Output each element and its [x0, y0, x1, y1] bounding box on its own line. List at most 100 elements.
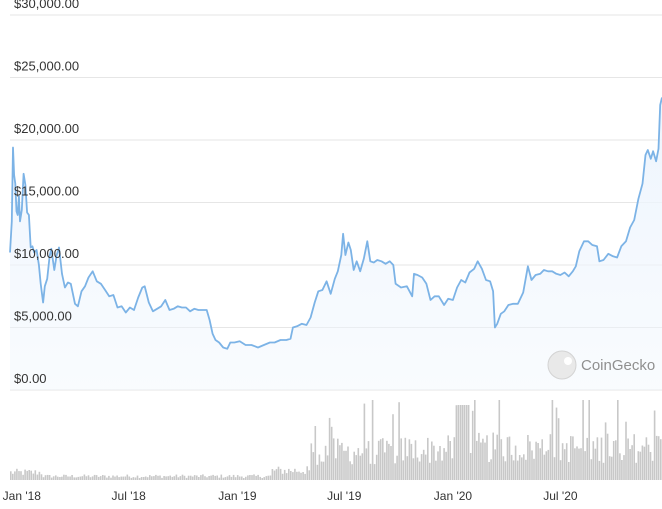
volume-bar: [279, 468, 282, 480]
volume-bar: [124, 476, 127, 480]
volume-bar: [108, 475, 110, 480]
volume-bar: [512, 460, 515, 480]
volume-bar: [222, 477, 225, 480]
volume-bar: [77, 476, 79, 480]
volume-bar: [596, 437, 599, 480]
x-tick-label: Jan '18: [3, 489, 42, 503]
volume-bar: [476, 440, 478, 480]
volume-bars: [10, 400, 662, 480]
volume-bar: [390, 446, 392, 480]
volume-bar: [461, 405, 464, 480]
volume-bar: [83, 474, 86, 480]
volume-bar: [326, 455, 329, 480]
volume-bar: [392, 414, 394, 480]
volume-bar: [12, 473, 14, 480]
volume-bar: [486, 435, 488, 480]
volume-bar: [314, 426, 317, 480]
volume-bar: [163, 476, 165, 480]
volume-bar: [218, 477, 221, 480]
volume-bar: [617, 400, 619, 480]
volume-bar: [602, 462, 605, 480]
volume-bar: [189, 475, 192, 480]
volume-bar: [488, 462, 490, 480]
volume-bar: [637, 451, 640, 480]
volume-bar: [547, 449, 550, 480]
volume-bar: [484, 442, 486, 480]
volume-bar: [578, 448, 580, 480]
gecko-logo-icon: [547, 350, 577, 380]
volume-bar: [28, 470, 30, 480]
volume-bar: [255, 475, 257, 480]
volume-bar: [138, 478, 141, 480]
volume-bar: [349, 461, 351, 480]
volume-bar: [445, 451, 447, 480]
volume-bar: [394, 463, 396, 480]
volume-bar: [106, 477, 108, 480]
volume-bar: [416, 457, 419, 480]
volume-bar: [142, 477, 145, 480]
volume-bar: [555, 407, 558, 480]
volume-bar: [655, 435, 658, 480]
volume-bar: [565, 443, 568, 480]
volume-bar: [55, 475, 57, 480]
volume-bar: [590, 459, 593, 480]
volume-bar: [132, 477, 135, 480]
volume-bar: [588, 400, 590, 480]
volume-bar: [226, 476, 229, 480]
volume-bar: [24, 469, 26, 480]
volume-bar: [87, 475, 90, 480]
volume-bar: [492, 432, 494, 480]
volume-bar: [140, 477, 143, 480]
volume-bar: [187, 475, 190, 480]
volume-bar: [377, 440, 380, 480]
y-tick-label: $20,000.00: [14, 121, 79, 136]
volume-bar: [128, 476, 131, 480]
volume-bar: [263, 477, 265, 480]
volume-bar: [471, 410, 474, 480]
volume-bar: [337, 438, 339, 480]
volume-bar: [110, 477, 112, 480]
volume-bar: [439, 446, 441, 480]
volume-bar: [467, 405, 470, 480]
volume-bar: [269, 475, 272, 480]
volume-bar: [351, 464, 353, 480]
volume-bar: [175, 474, 178, 480]
volume-bar: [494, 449, 496, 480]
volume-bar: [361, 453, 364, 480]
volume-bar: [551, 400, 554, 480]
volume-bar: [167, 476, 169, 480]
volume-bar: [557, 418, 560, 480]
volume-bar: [451, 458, 454, 480]
volume-bar: [549, 434, 552, 480]
volume-bar: [102, 475, 104, 480]
volume-bar: [625, 421, 627, 480]
volume-bar: [290, 471, 292, 480]
volume-bar: [568, 462, 570, 480]
volume-bar: [99, 476, 102, 480]
volume-bar: [302, 472, 304, 480]
volume-bar: [243, 478, 245, 480]
volume-bar: [153, 476, 155, 480]
volume-bar: [514, 445, 517, 480]
volume-bar: [651, 460, 654, 480]
volume-bar: [185, 477, 188, 480]
volume-bar: [236, 475, 239, 480]
volume-bar: [463, 405, 466, 480]
volume-bar: [32, 473, 35, 480]
volume-bar: [480, 442, 482, 480]
volume-bar: [375, 454, 378, 480]
volume-bar: [457, 405, 460, 480]
volume-bar: [631, 445, 633, 480]
volume-bar: [126, 474, 129, 480]
volume-bar: [10, 471, 12, 480]
volume-bar: [502, 456, 505, 480]
volume-bar: [312, 452, 315, 480]
volume-bar: [241, 476, 243, 480]
volume-bar: [518, 455, 521, 480]
volume-bar: [85, 476, 88, 480]
volume-bar: [136, 475, 139, 480]
volume-bar: [46, 474, 49, 480]
volume-bar: [641, 445, 644, 480]
volume-bar: [296, 471, 298, 480]
volume-bar: [265, 476, 268, 480]
